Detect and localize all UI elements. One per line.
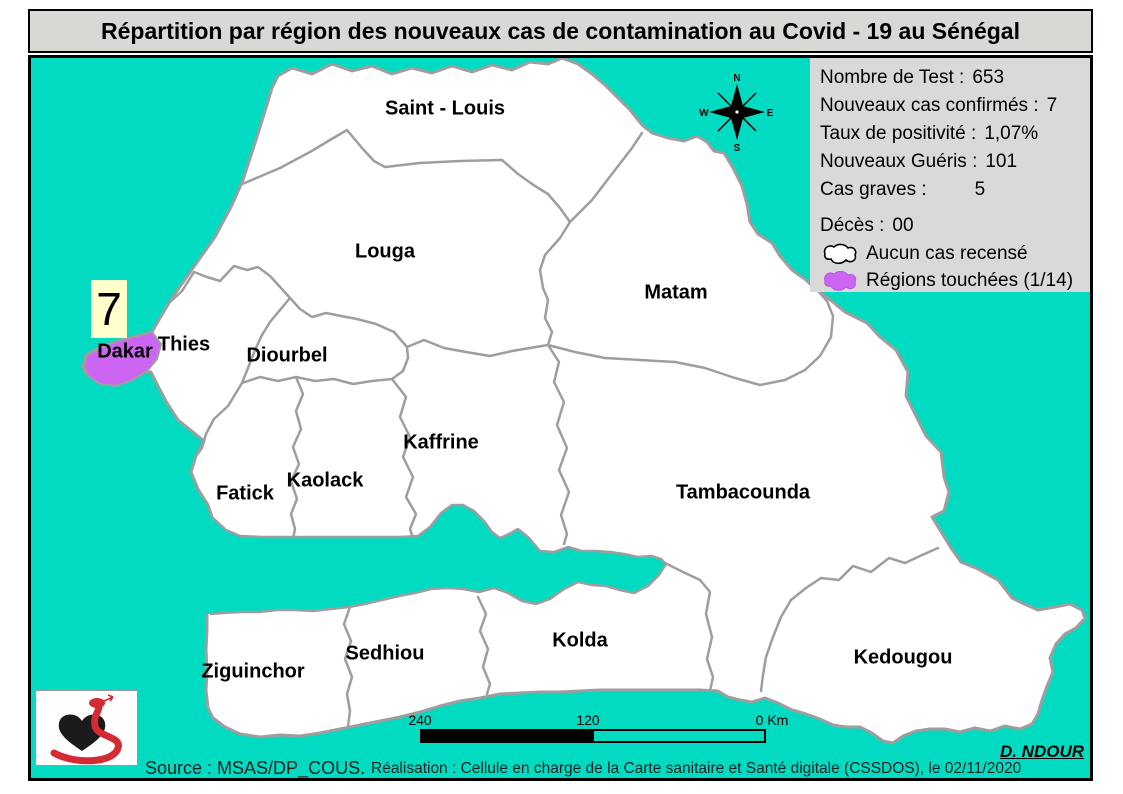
stat-new-cases: Nouveaux cas confirmés : 7 <box>820 95 1058 116</box>
boundary-fatick-kaolack <box>289 375 305 541</box>
region-label-kaffrine: Kaffrine <box>403 431 479 454</box>
region-label-ziguinchor: Ziguinchor <box>201 660 305 683</box>
region-label-matam: Matam <box>644 281 708 304</box>
compass-s-label: S <box>734 143 741 154</box>
stats-panel: Nombre de Test : 653 Nouveaux cas confir… <box>810 58 1090 292</box>
region-label-dakar: Dakar <box>97 340 153 363</box>
region-label-diourbel: Diourbel <box>246 344 328 367</box>
region-label-tambacounda: Tambacounda <box>675 481 811 504</box>
region-label-sedhiou: Sedhiou <box>345 642 425 665</box>
boundary-louga-matam <box>538 220 572 347</box>
boundary-matam-tambacounda <box>546 285 835 387</box>
legend-item-no-case: Aucun cas recensé <box>820 240 1090 267</box>
boundary-saintlouis-louga <box>238 128 572 224</box>
boundary-kaolack-kaffrine <box>390 377 418 540</box>
gambia-river-fill <box>194 505 666 614</box>
touched-swatch-icon <box>824 270 857 291</box>
boundary-louga-thies-diourbel-kaffrine <box>168 264 550 358</box>
boundary-kolda-tambacounda <box>663 561 715 693</box>
region-label-kedougou: Kedougou <box>853 646 953 669</box>
stat-recovered: Nouveaux Guéris : 101 <box>820 151 1018 172</box>
stat-positivity: Taux de positivité : 1,07% <box>820 123 1039 144</box>
author-signature: D. NDOUR <box>999 742 1084 761</box>
region-label-louga: Louga <box>355 240 415 263</box>
scale-segment-filled <box>420 729 592 743</box>
gambia-river-outline <box>209 503 668 616</box>
source-credit: Source : MSAS/DP_COUS. <box>145 758 366 778</box>
region-label-thies: Thies <box>157 333 211 356</box>
compass-e-label: E <box>767 108 774 119</box>
legend-item-touched: Régions touchées (1/14) <box>820 267 1090 294</box>
boundary-saintlouis-matam <box>568 131 644 224</box>
compass-w-label: W <box>699 108 709 119</box>
scale-segment-open <box>592 729 766 743</box>
boundary-diourbel-south <box>240 345 410 386</box>
stat-tests: Nombre de Test : 653 <box>820 67 1005 88</box>
boundary-kaffrine-tambacounda <box>546 343 571 546</box>
stat-deaths: Décès : 00 <box>820 215 914 236</box>
map-canvas: N S E W Saint - Louis Louga Matam Thies … <box>28 55 1093 781</box>
boundary-ziguinchor-sedhiou <box>342 605 354 728</box>
msas-logo <box>35 690 138 766</box>
compass-n-label: N <box>733 73 740 84</box>
dakar-cases-badge: 7 <box>91 280 127 338</box>
boundary-tambacounda-kedougou <box>759 546 940 693</box>
region-label-saint-louis: Saint - Louis <box>385 97 505 120</box>
region-label-fatick: Fatick <box>216 482 274 505</box>
title-bar: Répartition par région des nouveaux cas … <box>28 9 1093 53</box>
boundary-thies-east <box>194 296 292 458</box>
realisation-credit: Réalisation : Cellule en charge de la Ca… <box>371 760 1022 777</box>
scale-label-0km: 0 Km <box>755 712 789 728</box>
no-case-swatch-icon <box>823 243 857 264</box>
scale-label-120: 120 <box>576 712 600 728</box>
stat-severe: Cas graves : 5 <box>820 179 986 200</box>
senegal-map: N S E W <box>81 58 1087 745</box>
region-dakar-shape <box>82 330 163 388</box>
page-title: Répartition par région des nouveaux cas … <box>101 17 1020 44</box>
compass-rose-icon: N S E W <box>699 73 773 154</box>
boundary-sedhiou-kolda <box>476 595 492 696</box>
scale-label-240: 240 <box>408 712 432 728</box>
snake-heart-logo-icon <box>50 694 122 765</box>
region-label-kolda: Kolda <box>552 629 608 652</box>
region-boundaries <box>168 128 940 728</box>
region-label-kaolack: Kaolack <box>286 469 364 492</box>
